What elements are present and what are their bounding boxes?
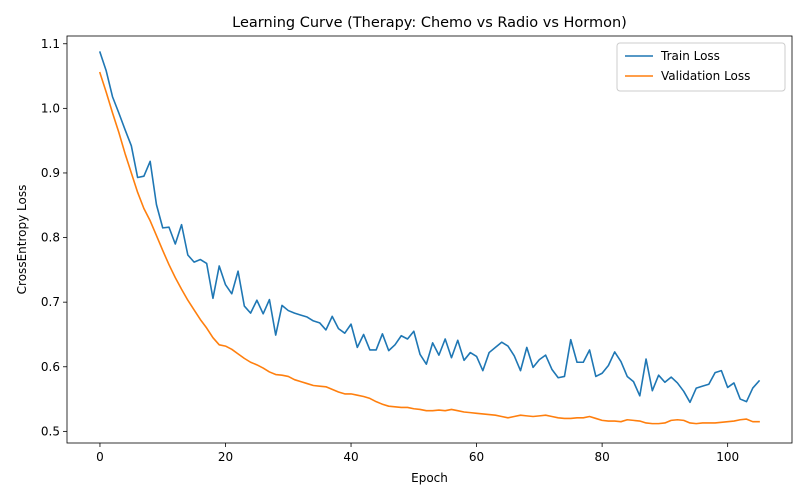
- y-tick-label: 0.6: [41, 360, 60, 374]
- series-group: [98, 51, 761, 425]
- legend-entry-label: Train Loss: [660, 49, 720, 63]
- x-tick-label: 0: [96, 450, 104, 464]
- x-tick-label: 20: [218, 450, 233, 464]
- validation-loss-line: [98, 71, 760, 425]
- y-tick-label: 0.9: [41, 166, 60, 180]
- legend-entry-label: Validation Loss: [661, 69, 750, 83]
- y-axis: 0.5 0.6 0.7 0.8 0.9 1.0 1.1: [41, 37, 67, 438]
- y-axis-label: CrossEntropy Loss: [15, 185, 29, 295]
- x-tick-label: 60: [469, 450, 484, 464]
- x-tick-label: 80: [594, 450, 609, 464]
- y-tick-label: 0.7: [41, 295, 60, 309]
- x-axis-label: Epoch: [411, 471, 448, 485]
- y-tick-label: 1.0: [41, 101, 60, 115]
- x-axis: 0 20 40 60 80 100: [96, 443, 739, 464]
- y-tick-label: 0.5: [41, 424, 60, 438]
- x-tick-label: 100: [716, 450, 739, 464]
- legend-box: [616, 42, 786, 92]
- y-tick-label: 1.1: [41, 37, 60, 51]
- y-tick-label: 0.8: [41, 231, 60, 245]
- train-loss-line: [98, 51, 761, 404]
- legend: Train Loss Validation Loss: [616, 42, 786, 92]
- chart-title: Learning Curve (Therapy: Chemo vs Radio …: [232, 15, 627, 31]
- axes-frame: [66, 35, 793, 444]
- x-tick-label: 40: [343, 450, 358, 464]
